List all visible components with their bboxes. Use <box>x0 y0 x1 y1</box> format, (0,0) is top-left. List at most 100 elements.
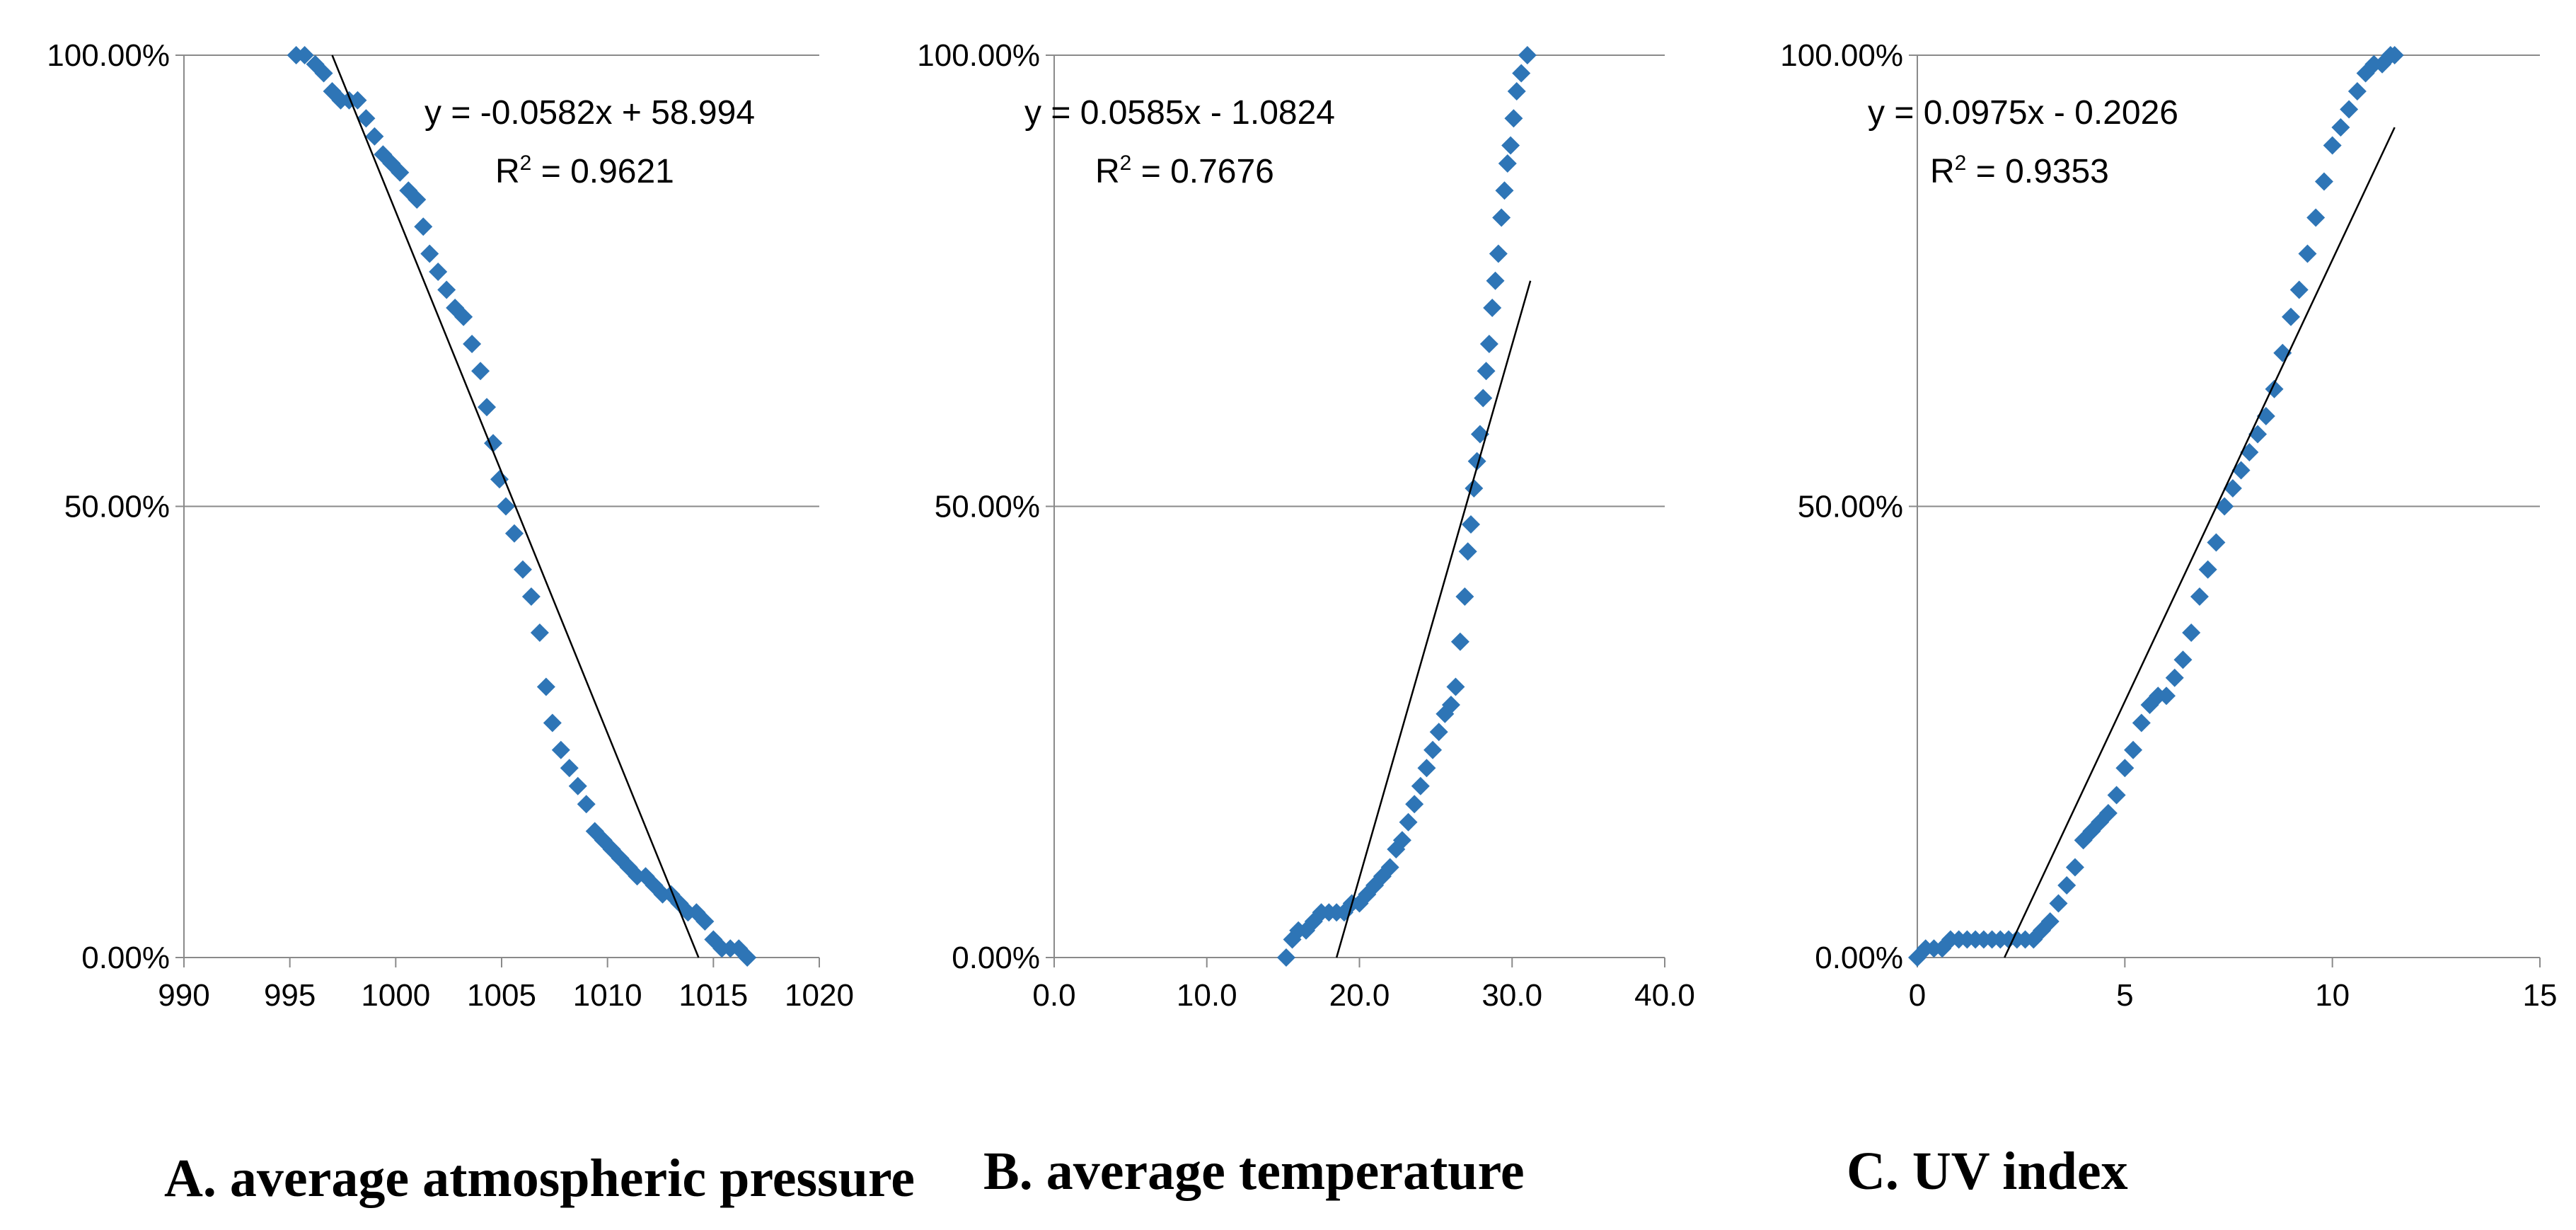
x-tick-label-c: 5 <box>2116 978 2133 1013</box>
data-point-a <box>414 217 433 236</box>
data-point-a <box>490 470 509 489</box>
r-squared-b: R2 = 0.7676 <box>1095 151 1274 190</box>
data-point-c <box>2124 740 2143 759</box>
data-point-a <box>551 740 570 759</box>
y-tick-label-c: 100.00% <box>1780 38 1903 73</box>
data-point-b <box>1477 362 1496 381</box>
data-point-c <box>2340 100 2359 119</box>
data-point-a <box>536 677 555 696</box>
trendline-b <box>1335 280 1532 958</box>
y-tick-label-b: 50.00% <box>935 490 1040 524</box>
data-point-a <box>695 912 715 931</box>
data-point-a <box>560 759 579 778</box>
data-point-c <box>2165 668 2184 687</box>
x-tick-label-c: 0 <box>1909 978 1926 1013</box>
x-tick-label-c: 15 <box>2523 978 2558 1013</box>
data-point-c <box>2107 786 2126 805</box>
x-tick-label-b: 0.0 <box>1032 978 1075 1013</box>
data-point-c <box>2049 894 2068 913</box>
scatter-points-a <box>287 46 757 967</box>
chart-panel-b: 0.00% 50.00% 100.00% 0.0 10.0 20.0 30.0 40.0 y… <box>917 38 1695 1201</box>
data-point-b <box>1512 64 1531 83</box>
data-point-c <box>2331 118 2350 137</box>
y-axis-a: 0.00% 50.00% 100.00% <box>47 38 185 975</box>
gridlines-b <box>1054 54 1665 958</box>
data-point-b <box>1458 542 1477 561</box>
data-point-b <box>1399 812 1418 832</box>
x-tick-label-a: 1000 <box>361 978 430 1013</box>
x-tick-label-a: 1010 <box>573 978 642 1013</box>
scatter-points-b <box>1276 46 1537 967</box>
caption-a: A. average atmospheric pressure <box>164 1149 915 1208</box>
data-point-a <box>429 263 448 281</box>
data-point-a <box>577 795 596 814</box>
x-axis-c: 0 5 10 15 <box>1909 957 2558 1013</box>
data-point-c <box>2282 307 2300 326</box>
data-point-a <box>391 163 410 182</box>
equation-b: y = 0.0585x - 1.0824 <box>1024 94 1335 132</box>
data-point-a <box>530 623 549 642</box>
data-point-c <box>2347 82 2367 100</box>
x-axis-b: 0.0 10.0 20.0 30.0 40.0 <box>1032 957 1695 1013</box>
data-point-b <box>1441 696 1460 714</box>
equation-a: y = -0.0582x + 58.994 <box>424 94 755 132</box>
chart-panel-a: 0.00% 50.00% 100.00% 990 995 1000 1005 1010 101… <box>47 38 915 1208</box>
data-point-c <box>2065 858 2084 877</box>
data-point-c <box>2323 136 2342 155</box>
data-point-b <box>1479 335 1498 353</box>
data-point-a <box>420 244 439 263</box>
data-point-c <box>2231 461 2251 480</box>
data-point-b <box>1504 109 1523 128</box>
data-point-b <box>1486 271 1505 290</box>
data-point-a <box>504 524 524 543</box>
data-point-b <box>1380 858 1399 877</box>
data-point-c <box>2115 759 2135 778</box>
data-point-a <box>496 497 515 516</box>
data-point-a <box>463 335 482 353</box>
y-tick-label-a: 100.00% <box>47 38 170 73</box>
data-point-a <box>478 398 497 417</box>
equation-c: y = 0.0975x - 0.2026 <box>1868 94 2178 132</box>
data-point-b <box>1417 759 1436 778</box>
data-point-c <box>2385 46 2404 64</box>
data-point-a <box>437 280 456 299</box>
data-point-a <box>408 190 427 209</box>
data-point-b <box>1392 831 1411 850</box>
data-point-c <box>2215 497 2234 516</box>
trendline-c <box>2004 127 2396 958</box>
data-point-b <box>1489 244 1508 263</box>
data-point-a <box>295 46 314 64</box>
data-point-b <box>1436 704 1455 723</box>
data-point-c <box>2207 533 2226 552</box>
y-tick-label-c: 50.00% <box>1798 490 1903 524</box>
x-tick-label-b: 30.0 <box>1482 978 1542 1013</box>
data-point-b <box>1423 740 1443 759</box>
data-point-b <box>1429 723 1448 742</box>
data-point-a <box>543 713 562 732</box>
data-point-b <box>1455 587 1474 606</box>
data-point-b <box>1467 452 1486 471</box>
data-point-c <box>2182 623 2201 642</box>
y-tick-label-b: 100.00% <box>917 38 1040 73</box>
data-point-c <box>2298 244 2317 263</box>
scatter-points-c <box>1908 46 2404 967</box>
y-tick-label-a: 0.00% <box>81 941 170 975</box>
data-point-b <box>1498 154 1517 173</box>
data-point-c <box>2306 208 2326 227</box>
data-point-b <box>1483 299 1502 317</box>
data-point-c <box>2098 804 2118 822</box>
x-tick-label-c: 10 <box>2315 978 2350 1013</box>
y-tick-label-b: 0.00% <box>952 941 1040 975</box>
data-point-b <box>1461 515 1480 534</box>
data-point-b <box>1492 208 1511 227</box>
x-tick-label-a: 990 <box>158 978 209 1013</box>
data-point-c <box>2314 172 2333 191</box>
data-point-a <box>513 560 532 579</box>
data-point-a <box>568 776 587 795</box>
data-point-a <box>314 64 333 83</box>
x-tick-label-a: 1005 <box>467 978 536 1013</box>
x-tick-label-b: 10.0 <box>1177 978 1237 1013</box>
data-point-a <box>521 587 541 606</box>
data-point-b <box>1495 181 1514 200</box>
